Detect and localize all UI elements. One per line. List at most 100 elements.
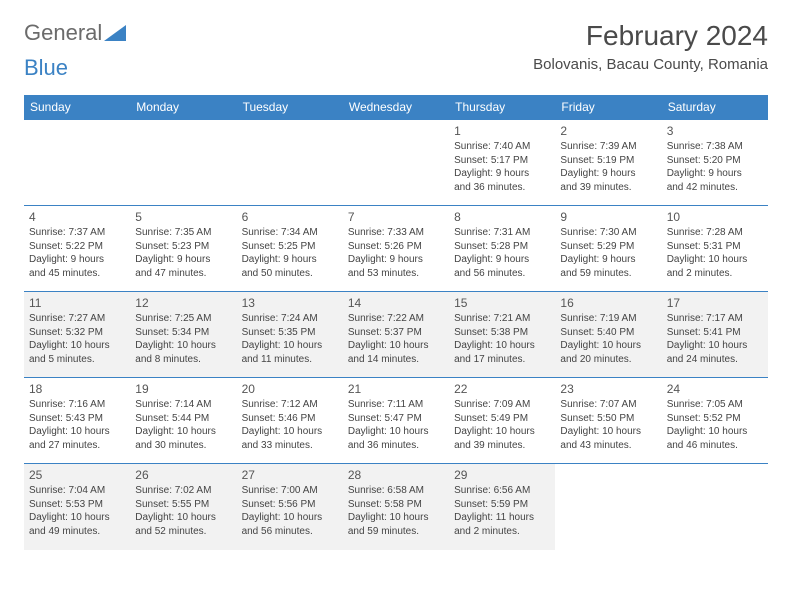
day-info-dl2: and 59 minutes. [560,267,656,281]
calendar-day-cell [237,120,343,206]
day-info-sr: Sunrise: 7:00 AM [242,484,338,498]
day-info-dl2: and 56 minutes. [454,267,550,281]
day-info-dl1: Daylight: 10 hours [454,425,550,439]
day-info: Sunrise: 7:16 AMSunset: 5:43 PMDaylight:… [29,398,125,452]
day-info-ss: Sunset: 5:40 PM [560,326,656,340]
day-info-sr: Sunrise: 6:58 AM [348,484,444,498]
day-info: Sunrise: 7:14 AMSunset: 5:44 PMDaylight:… [135,398,231,452]
calendar-day-cell: 25Sunrise: 7:04 AMSunset: 5:53 PMDayligh… [24,464,130,550]
day-info: Sunrise: 7:12 AMSunset: 5:46 PMDaylight:… [242,398,338,452]
day-number: 28 [348,468,444,482]
calendar-week-row: 18 Sunrise: 7:16 AMSunset: 5:43 PMDayligh… [24,378,768,464]
day-info-sr: Sunrise: 7:35 AM [135,226,231,240]
day-info-ss: Sunset: 5:47 PM [348,412,444,426]
day-number: 2 [560,124,656,138]
day-number: 18 [29,382,125,396]
title-block: February 2024 Bolovanis, Bacau County, R… [533,20,768,73]
calendar-day-cell [343,120,449,206]
col-header: Thursday [449,95,555,120]
day-info-dl2: and 47 minutes. [135,267,231,281]
day-info: Sunrise: 7:35 AMSunset: 5:23 PMDaylight:… [135,226,231,280]
day-info-dl2: and 17 minutes. [454,353,550,367]
calendar-day-cell: 22Sunrise: 7:09 AMSunset: 5:49 PMDayligh… [449,378,555,464]
day-number: 29 [454,468,550,482]
day-info-sr: Sunrise: 7:14 AM [135,398,231,412]
day-info-ss: Sunset: 5:46 PM [242,412,338,426]
day-info-dl2: and 2 minutes. [667,267,763,281]
day-info-dl2: and 43 minutes. [560,439,656,453]
day-info-dl1: Daylight: 10 hours [135,511,231,525]
day-number: 27 [242,468,338,482]
day-info-ss: Sunset: 5:56 PM [242,498,338,512]
day-info-sr: Sunrise: 7:05 AM [667,398,763,412]
day-info-ss: Sunset: 5:31 PM [667,240,763,254]
day-info: Sunrise: 7:31 AMSunset: 5:28 PMDaylight:… [454,226,550,280]
calendar-week-row: 25Sunrise: 7:04 AMSunset: 5:53 PMDayligh… [24,464,768,550]
day-info-dl1: Daylight: 10 hours [242,339,338,353]
day-info: Sunrise: 7:24 AMSunset: 5:35 PMDaylight:… [242,312,338,366]
day-number: 20 [242,382,338,396]
col-header: Friday [555,95,661,120]
day-info-sr: Sunrise: 7:33 AM [348,226,444,240]
day-info-dl1: Daylight: 10 hours [667,339,763,353]
calendar-day-cell: 20 Sunrise: 7:12 AMSunset: 5:46 PMDayligh… [237,378,343,464]
day-info-dl2: and 24 minutes. [667,353,763,367]
calendar-day-cell: 8 Sunrise: 7:31 AMSunset: 5:28 PMDaylight… [449,206,555,292]
calendar-day-cell: 13Sunrise: 7:24 AMSunset: 5:35 PMDayligh… [237,292,343,378]
day-info-ss: Sunset: 5:53 PM [29,498,125,512]
calendar-day-cell: 24Sunrise: 7:05 AMSunset: 5:52 PMDayligh… [662,378,768,464]
day-info-dl1: Daylight: 10 hours [242,511,338,525]
day-info-ss: Sunset: 5:23 PM [135,240,231,254]
day-info-sr: Sunrise: 7:11 AM [348,398,444,412]
calendar-day-cell: 12Sunrise: 7:25 AMSunset: 5:34 PMDayligh… [130,292,236,378]
day-info-sr: Sunrise: 7:16 AM [29,398,125,412]
calendar-week-row: 4Sunrise: 7:37 AMSunset: 5:22 PMDaylight… [24,206,768,292]
day-info-dl2: and 5 minutes. [29,353,125,367]
calendar-week-row: 1Sunrise: 7:40 AMSunset: 5:17 PMDaylight… [24,120,768,206]
day-number: 17 [667,296,763,310]
calendar-day-cell: 26Sunrise: 7:02 AMSunset: 5:55 PMDayligh… [130,464,236,550]
day-info-dl2: and 8 minutes. [135,353,231,367]
calendar-day-cell [130,120,236,206]
calendar-header-row: Sunday Monday Tuesday Wednesday Thursday… [24,95,768,120]
day-info-ss: Sunset: 5:25 PM [242,240,338,254]
day-info-dl1: Daylight: 10 hours [454,339,550,353]
day-info-sr: Sunrise: 7:21 AM [454,312,550,326]
calendar-day-cell [662,464,768,550]
calendar-day-cell: 15Sunrise: 7:21 AMSunset: 5:38 PMDayligh… [449,292,555,378]
calendar-day-cell: 4Sunrise: 7:37 AMSunset: 5:22 PMDaylight… [24,206,130,292]
calendar-week-row: 11Sunrise: 7:27 AMSunset: 5:32 PMDayligh… [24,292,768,378]
day-info-sr: Sunrise: 7:12 AM [242,398,338,412]
col-header: Sunday [24,95,130,120]
day-info-ss: Sunset: 5:19 PM [560,154,656,168]
day-info: Sunrise: 7:22 AMSunset: 5:37 PMDaylight:… [348,312,444,366]
location-subtitle: Bolovanis, Bacau County, Romania [533,56,768,73]
day-info-sr: Sunrise: 7:07 AM [560,398,656,412]
day-info-ss: Sunset: 5:35 PM [242,326,338,340]
day-info-dl1: Daylight: 9 hours [348,253,444,267]
calendar-day-cell: 2Sunrise: 7:39 AMSunset: 5:19 PMDaylight… [555,120,661,206]
day-info-dl1: Daylight: 10 hours [348,511,444,525]
day-number: 10 [667,210,763,224]
day-info-ss: Sunset: 5:50 PM [560,412,656,426]
day-info-sr: Sunrise: 7:22 AM [348,312,444,326]
day-number: 23 [560,382,656,396]
day-info-sr: Sunrise: 7:34 AM [242,226,338,240]
day-info: Sunrise: 7:34 AMSunset: 5:25 PMDaylight:… [242,226,338,280]
day-info-sr: Sunrise: 7:24 AM [242,312,338,326]
day-info-ss: Sunset: 5:28 PM [454,240,550,254]
day-number: 16 [560,296,656,310]
day-info-sr: Sunrise: 7:17 AM [667,312,763,326]
calendar-day-cell: 7Sunrise: 7:33 AMSunset: 5:26 PMDaylight… [343,206,449,292]
day-info-dl2: and 20 minutes. [560,353,656,367]
day-number: 8 [454,210,550,224]
col-header: Wednesday [343,95,449,120]
day-info: Sunrise: 7:19 AMSunset: 5:40 PMDaylight:… [560,312,656,366]
day-info-sr: Sunrise: 7:31 AM [454,226,550,240]
day-info-dl2: and 36 minutes. [348,439,444,453]
calendar-day-cell: 17Sunrise: 7:17 AMSunset: 5:41 PMDayligh… [662,292,768,378]
day-info-ss: Sunset: 5:59 PM [454,498,550,512]
day-info-dl2: and 39 minutes. [560,181,656,195]
day-info: Sunrise: 7:25 AMSunset: 5:34 PMDaylight:… [135,312,231,366]
day-info-ss: Sunset: 5:34 PM [135,326,231,340]
